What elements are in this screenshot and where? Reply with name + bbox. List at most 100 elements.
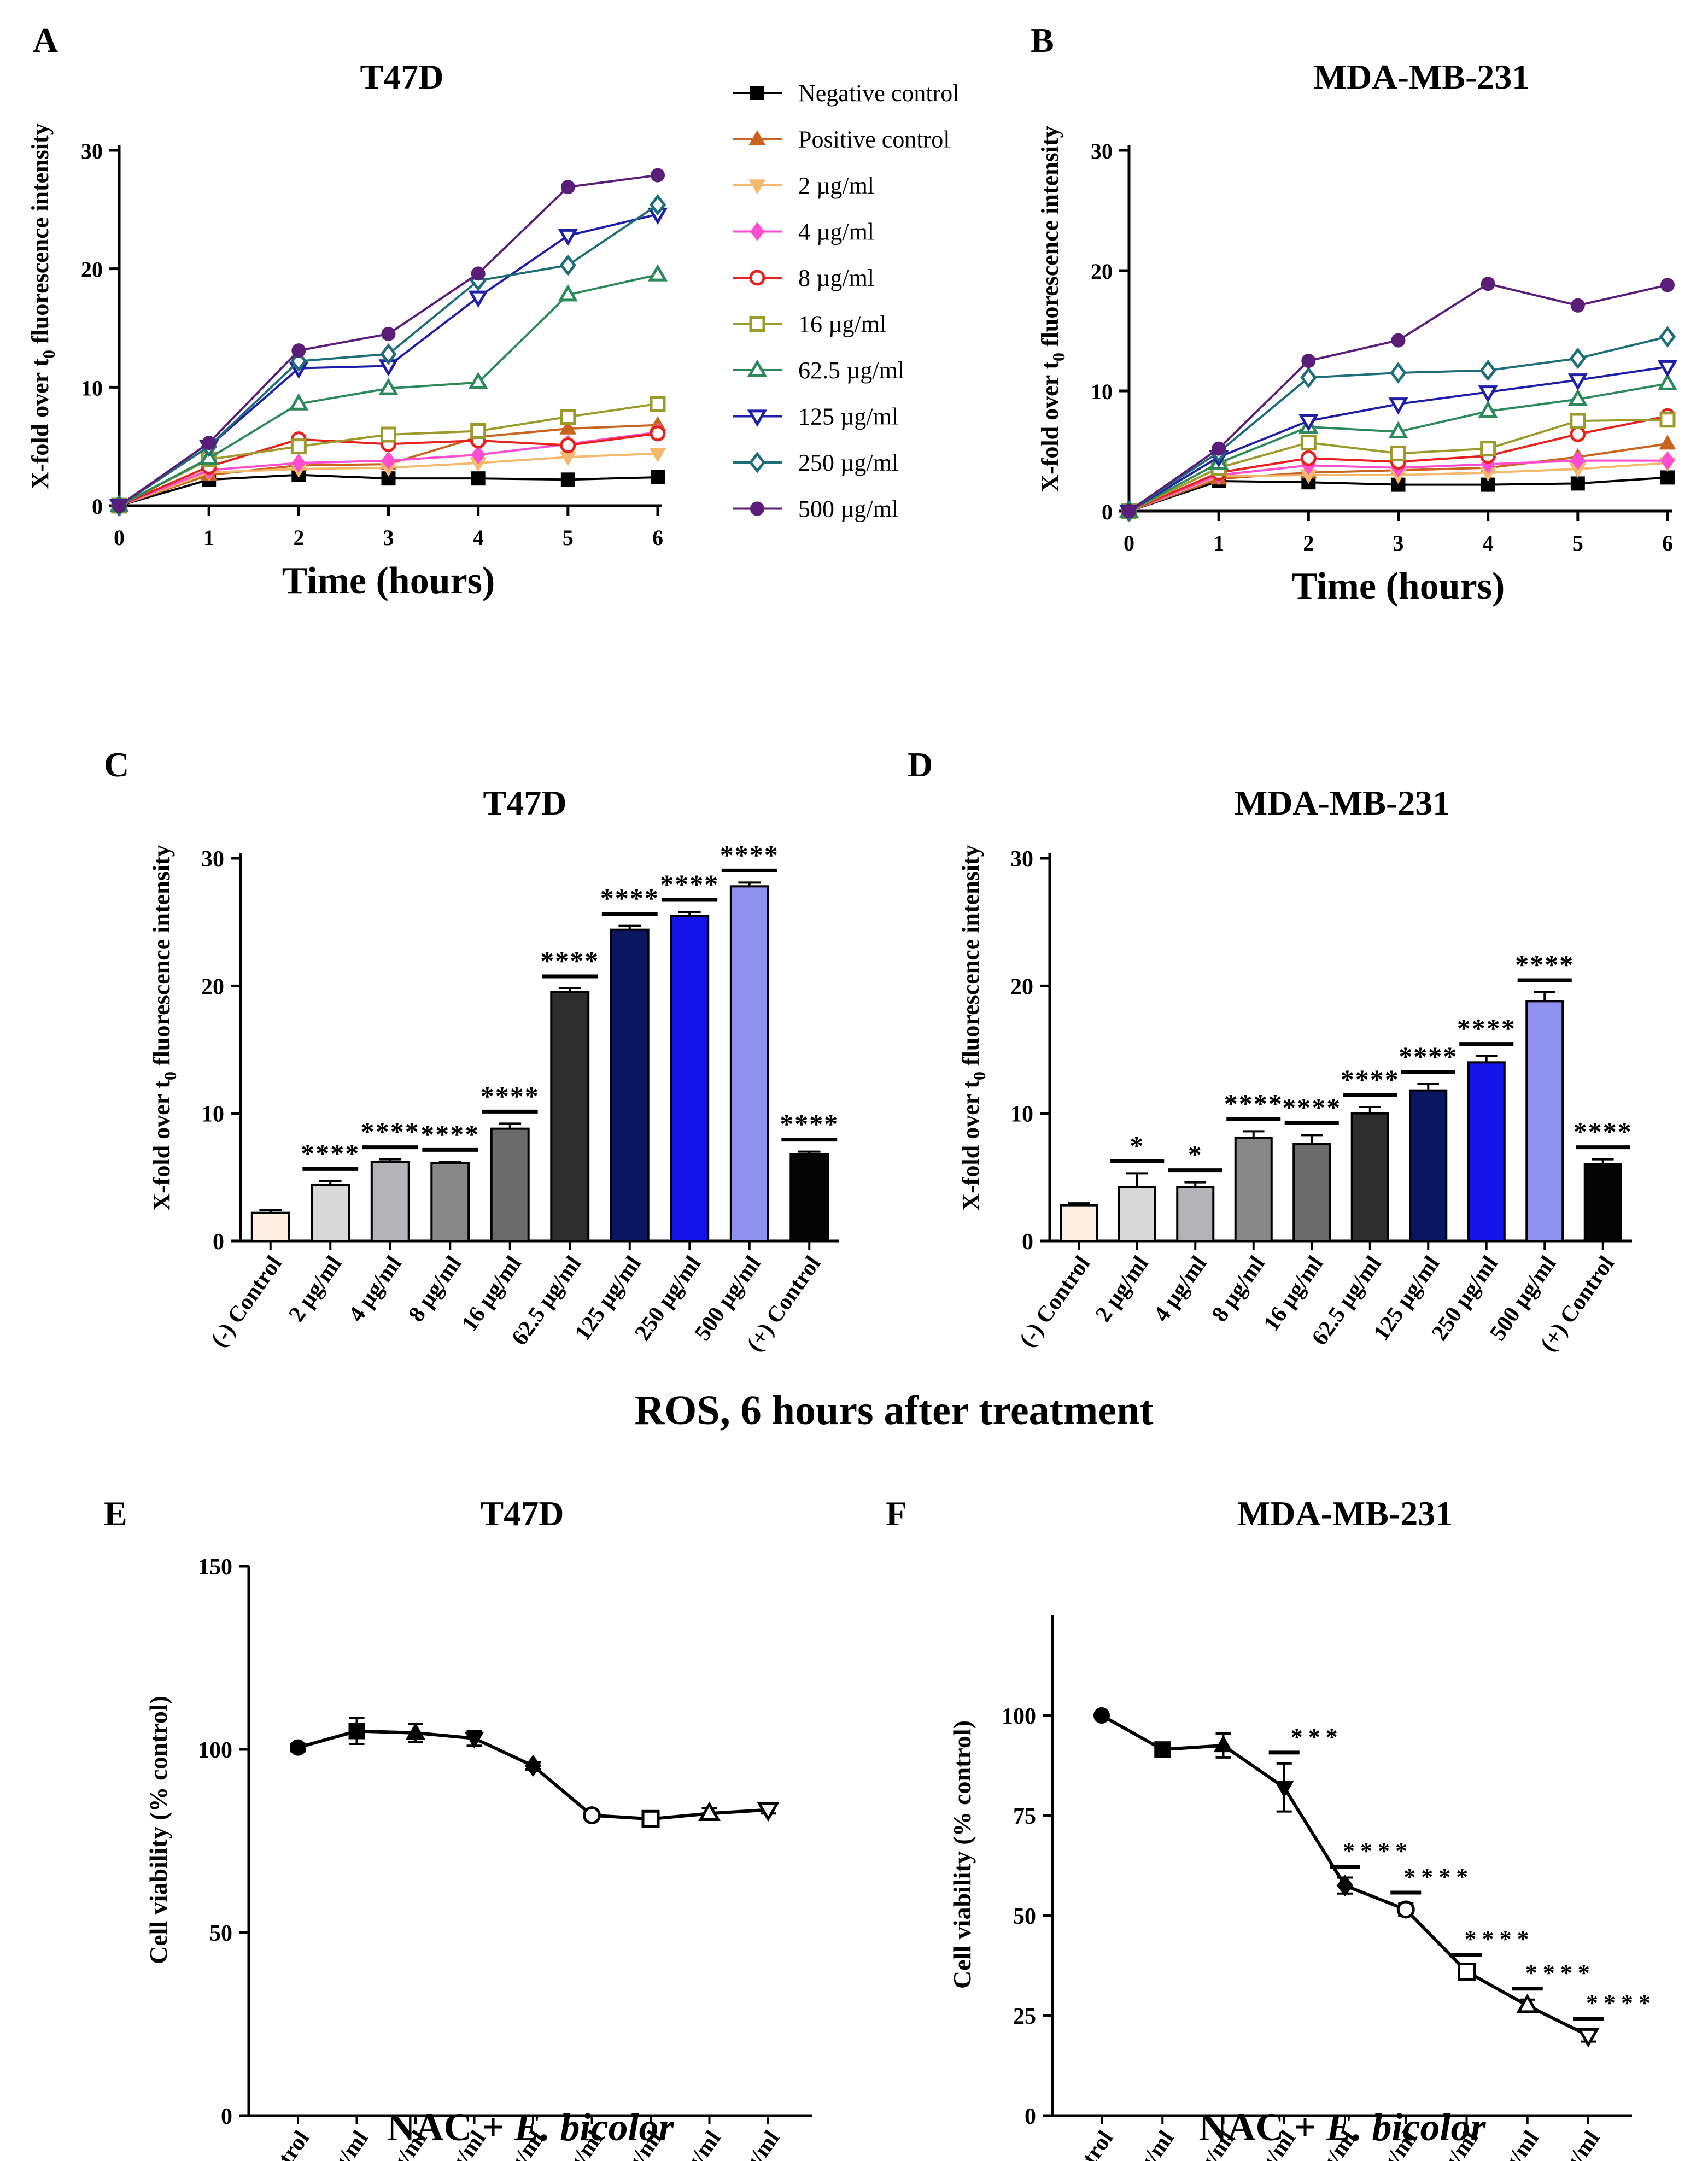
- significance-label: ****: [540, 945, 599, 976]
- data-point: [649, 448, 666, 463]
- legend-item: 4 µg/ml: [733, 219, 874, 245]
- y-tick-label: 20: [1010, 974, 1033, 999]
- data-point: [468, 372, 488, 389]
- data-point: [1480, 441, 1496, 457]
- data-point: [1570, 451, 1586, 470]
- data-point: [1479, 359, 1496, 382]
- significance-label: ****: [1341, 1064, 1400, 1094]
- significance-label: ****: [361, 1116, 420, 1147]
- data-point: [1577, 2028, 1600, 2048]
- y-tick-label: 0: [1102, 500, 1113, 524]
- x-tick-label: 2: [293, 525, 304, 550]
- y-tick-label: 0: [92, 494, 103, 519]
- x-tick-label: 3: [1393, 531, 1404, 555]
- data-point: [647, 264, 668, 282]
- significance-label: ****: [1586, 1990, 1656, 2017]
- y-axis-label-text: fluorescence intensity: [957, 845, 984, 1071]
- data-point: [1570, 426, 1586, 442]
- y-tick-label: 0: [221, 2104, 232, 2129]
- data-point: [558, 229, 578, 247]
- data-point: [698, 1801, 721, 1821]
- x-tick-label: 4: [473, 525, 484, 550]
- bar: [1409, 1089, 1448, 1242]
- data-point: [348, 1723, 365, 1740]
- data-point: [1660, 278, 1675, 292]
- panel-title: T47D: [481, 1494, 564, 1533]
- bar: [311, 1184, 350, 1242]
- legend-marker: [747, 359, 768, 377]
- bar: [250, 1211, 290, 1243]
- x-tick-label: 3: [383, 525, 394, 550]
- data-point: [650, 425, 666, 442]
- legend-marker: [748, 130, 766, 145]
- legend-item: 62.5 µg/ml: [733, 357, 904, 384]
- data-point: [202, 436, 217, 450]
- y-axis-label-text: fluorescence intensity: [1037, 126, 1063, 353]
- y-axis-label-text: fluorescence intensity: [27, 123, 54, 350]
- y-tick-label: 20: [1091, 259, 1113, 284]
- common-x-axis-label: ROS, 6 hours after treatment: [634, 1387, 1153, 1433]
- data-point: [1213, 1735, 1233, 1753]
- data-point: [290, 438, 307, 455]
- x-axis-label-text: NAC +: [1198, 2105, 1326, 2149]
- y-axis-label-text: X-fold over t: [148, 1080, 175, 1211]
- x-tick-label: 0: [114, 525, 125, 550]
- data-point: [1567, 388, 1588, 406]
- data-point: [378, 378, 399, 395]
- data-point: [558, 284, 578, 302]
- x-tick-label: 1: [203, 525, 214, 550]
- legend-label: 125 µg/ml: [798, 403, 898, 430]
- panel-title: MDA-MB-231: [1235, 783, 1450, 822]
- significance-label: ****: [1525, 1960, 1595, 1987]
- y-tick-label: 0: [1022, 1229, 1033, 1255]
- significance-label: *: [1188, 1139, 1203, 1170]
- legend-item: 8 µg/ml: [733, 265, 874, 291]
- data-point: [560, 437, 576, 453]
- legend-label: 16 µg/ml: [798, 311, 886, 338]
- legend-label: 2 µg/ml: [798, 172, 874, 199]
- significance-label: ****: [660, 869, 719, 899]
- data-point: [559, 254, 576, 276]
- significance-label: ****: [481, 1080, 540, 1111]
- bar: [1583, 1163, 1622, 1242]
- data-point: [1660, 451, 1675, 470]
- x-tick-label: 5: [1572, 531, 1583, 555]
- data-point: [559, 419, 577, 435]
- panel-b-ros-time-course-mda-mb-231: B MDA-MB-231 0 10 20 30 0 1 2 3 4 5 6 Time (hours) X-f…: [1031, 21, 1678, 607]
- bar: [1525, 1000, 1564, 1243]
- x-axis-label-text: NAC +: [387, 2105, 514, 2149]
- y-tick-label: 50: [209, 1921, 232, 1946]
- y-axis-label: X-fold over t0 fluorescence intensity: [148, 845, 180, 1210]
- legend-item: 16 µg/ml: [733, 311, 886, 338]
- y-axis-label: X-fold over t0 fluorescence intensity: [957, 845, 989, 1210]
- significance-label: ****: [1403, 1864, 1473, 1890]
- x-tick-label: 6: [652, 525, 663, 550]
- y-tick-label: 0: [213, 1229, 224, 1255]
- x-tick-label: 1: [1213, 531, 1224, 555]
- panel-letter: F: [886, 1494, 907, 1533]
- y-tick-label: 20: [201, 974, 224, 999]
- legend-item: Positive control: [733, 126, 950, 153]
- data-point: [1570, 413, 1586, 429]
- legend-label: 250 µg/ml: [798, 449, 898, 476]
- data-point: [381, 326, 396, 341]
- y-tick-label: 10: [81, 376, 103, 400]
- panel-title: T47D: [360, 57, 444, 96]
- significance-label: ****: [1343, 1837, 1413, 1864]
- data-point: [1659, 435, 1676, 450]
- data-point: [524, 1755, 542, 1777]
- y-tick-label: 0: [1025, 2104, 1036, 2129]
- legend-label: 8 µg/ml: [798, 265, 874, 291]
- y-axis-label: X-fold over t0 fluorescence intensity: [1037, 126, 1068, 491]
- legend-item: 500 µg/ml: [733, 496, 898, 523]
- data-point: [757, 1802, 780, 1822]
- significance-label: ****: [780, 1109, 839, 1139]
- significance-label: ****: [1574, 1116, 1633, 1147]
- data-point: [1391, 333, 1406, 348]
- x-tick-label: 0: [1124, 531, 1134, 555]
- significance-label: ****: [301, 1138, 360, 1168]
- data-point: [1122, 504, 1136, 518]
- x-axis-label: Time (hours): [282, 560, 495, 602]
